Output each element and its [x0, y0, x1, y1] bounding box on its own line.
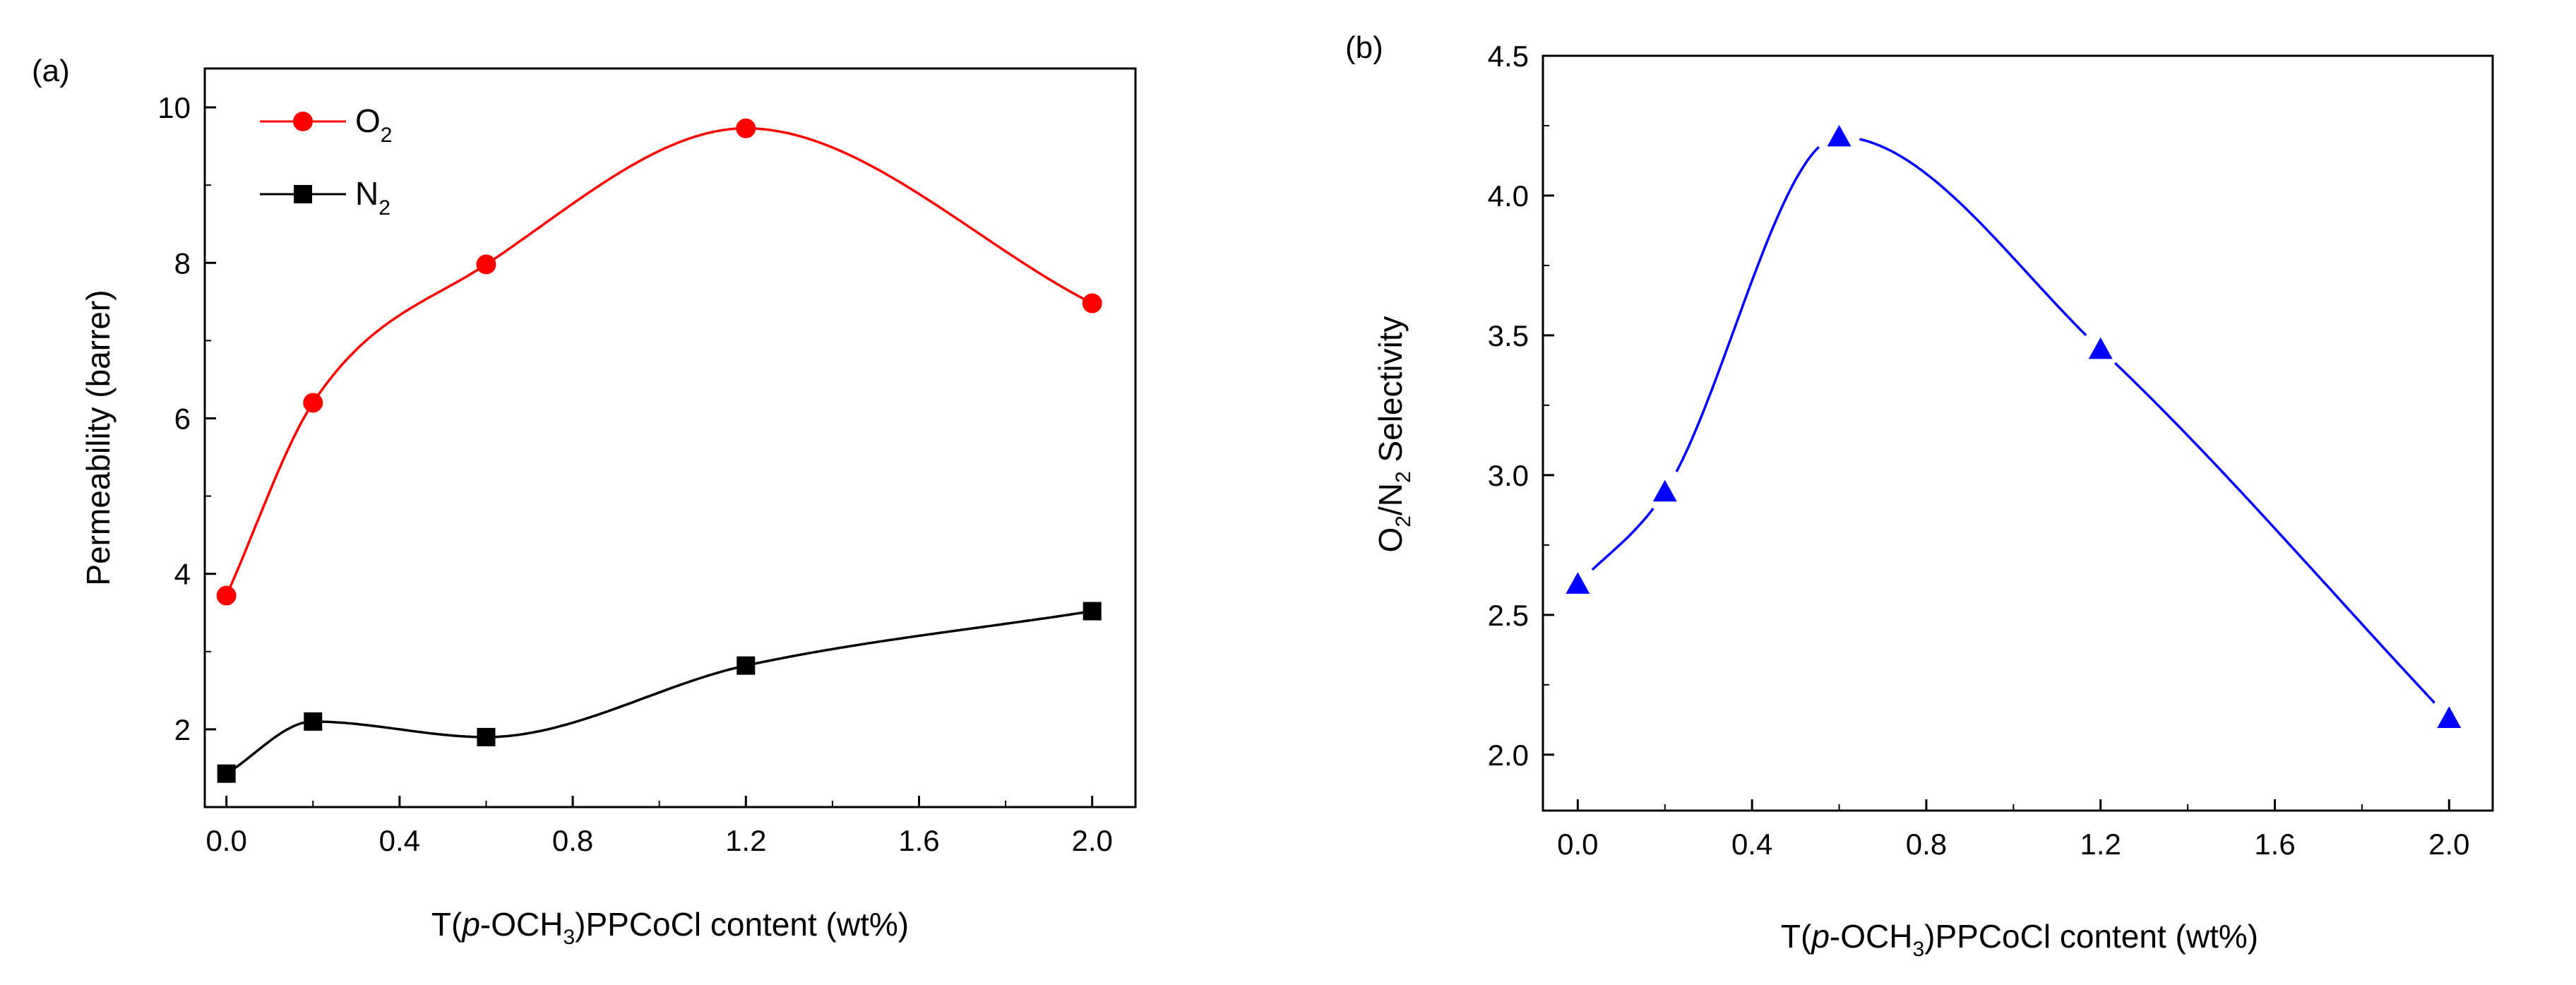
x-tick-label-5: 2.0: [1072, 824, 1113, 857]
x-tick-label-2: 0.8: [1906, 828, 1947, 861]
data-point-0-0-0: [216, 585, 237, 606]
data-markers-a: [216, 118, 1102, 783]
legend-marker-o2: [293, 112, 313, 131]
x-tick-label-1: 0.4: [379, 824, 420, 857]
legend-o2-sub: 2: [381, 124, 393, 147]
data-point-0-1-0: [217, 764, 236, 783]
legend-marker-n2: [294, 185, 312, 203]
data-markers-b: [1566, 124, 2462, 728]
x-tick-label-5: 2.0: [2428, 828, 2469, 861]
legend-a: O2 N2: [260, 102, 392, 220]
axis-ticks-a: 0.0 0.4 0.8 1.2 1.6 2.0 2 4 6 8 10: [157, 91, 1113, 857]
fit-curves-a: [225, 127, 1093, 775]
x-tick-label-3: 1.2: [2080, 828, 2121, 861]
x-tick-label-2: 0.8: [552, 824, 593, 857]
y-tick-label-3: 8: [174, 246, 191, 280]
data-point-1-0-3: [2088, 337, 2113, 359]
y-axis-label-b: O2/N2 Selectivity: [1372, 316, 1415, 552]
y-tick-label-0: 2.0: [1488, 739, 1529, 772]
panel-label-a: (a): [32, 54, 70, 88]
data-point-0-1-3: [737, 656, 756, 675]
data-point-1-0-4: [2437, 706, 2462, 728]
x-tick-label-4: 1.6: [2254, 828, 2295, 861]
fit-curve-0-1: [225, 609, 1092, 775]
y-tick-label-5: 4.5: [1488, 40, 1529, 73]
data-point-0-0-1: [303, 393, 323, 413]
data-point-1-0-1: [1652, 479, 1677, 502]
data-point-0-1-1: [304, 712, 323, 731]
plot-frame-b: [1542, 54, 2494, 812]
fit-curve-0-0: [225, 127, 1093, 597]
y-tick-label-2: 6: [174, 402, 191, 435]
plot-frame-a: [203, 67, 1137, 808]
axis-ticks-b: 0.0 0.4 0.8 1.2 1.6 2.0 2.0 2.5 3.0 3.5 4.0 4.5: [1488, 40, 2470, 861]
y-tick-label-0: 2: [174, 713, 191, 746]
legend-n2-sub: 2: [378, 196, 390, 220]
y-tick-label-1: 2.5: [1488, 599, 1529, 632]
x-axis-label-b: T(p-OCH3)PPCoCl content (wt%): [1781, 918, 2258, 961]
x-tick-label-3: 1.2: [725, 824, 766, 857]
y-tick-label-4: 10: [157, 91, 191, 124]
data-point-0-0-4: [1082, 293, 1102, 314]
data-point-1-0-2: [1827, 124, 1852, 147]
data-point-0-1-2: [477, 727, 496, 746]
legend-n2-name: N: [355, 175, 378, 212]
y-tick-label-3: 3.5: [1488, 319, 1529, 352]
legend-o2-name: O: [355, 102, 381, 139]
chart-b: (b) 0.0 0.4 0.8 1.2 1.6 2.0 2.0 2.5 3.0 3.5 4.0 4.5…: [1345, 30, 2494, 961]
y-tick-label-4: 4.0: [1488, 179, 1529, 213]
y-tick-label-1: 4: [174, 558, 191, 591]
x-tick-label-0: 0.0: [205, 824, 246, 857]
y-tick-label-2: 3.0: [1488, 459, 1529, 492]
fit-curves-b: [1591, 138, 2435, 704]
x-tick-label-4: 1.6: [898, 824, 939, 857]
panel-label-b: (b): [1345, 30, 1383, 65]
legend-label-o2: O2: [355, 102, 392, 147]
data-point-1-0-0: [1566, 572, 1590, 594]
data-point-0-0-2: [476, 254, 496, 275]
data-point-0-1-4: [1083, 602, 1102, 621]
x-axis-label-a: T(p-OCH3)PPCoCl content (wt%): [431, 906, 909, 949]
legend-label-n2: N2: [355, 175, 390, 220]
x-tick-label-0: 0.0: [1557, 828, 1598, 861]
y-axis-label-a: Permeability (barrer): [80, 289, 117, 585]
data-point-0-0-3: [736, 118, 756, 138]
fit-curve-1-0: [1591, 138, 2435, 704]
x-tick-label-1: 0.4: [1731, 828, 1772, 861]
